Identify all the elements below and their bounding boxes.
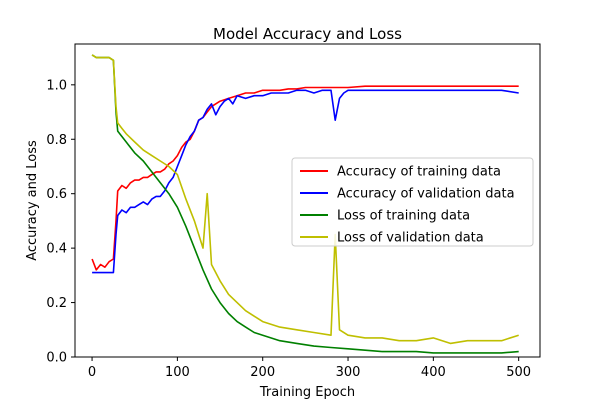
x-axis-label: Training Epoch [259,385,355,400]
series-line-3 [91,54,519,354]
y-tick-label: 0.6 [46,187,67,202]
legend-label-4: Loss of validation data [337,231,484,246]
y-axis-ticks: 0.0 0.2 0.4 0.6 0.8 1.0 [46,78,75,366]
y-axis-label: Accuracy and Loss [25,140,40,261]
y-tick-label: 0.0 [46,351,67,366]
series-line-4 [91,54,519,345]
y-tick-label: 1.0 [46,78,67,93]
y-tick-label: 0.2 [46,296,67,311]
x-tick-label: 100 [165,365,190,380]
legend-box [291,157,534,247]
x-tick-label: 0 [88,365,96,380]
x-axis-ticks: 0 100 200 300 400 500 [88,357,531,380]
x-tick-label: 200 [250,365,275,380]
legend: Accuracy of training data Accuracy of val… [291,157,534,247]
y-tick-label: 0.4 [46,242,67,257]
x-tick-label: 300 [336,365,361,380]
plot-series-group [91,54,519,354]
legend-label-1: Accuracy of training data [337,165,501,180]
legend-label-3: Loss of training data [337,209,470,224]
x-tick-label: 400 [421,365,446,380]
y-tick-label: 0.8 [46,133,67,148]
x-tick-label: 500 [506,365,531,380]
plot-frame [74,43,541,358]
chart-title: Model Accuracy and Loss [213,25,402,43]
legend-label-2: Accuracy of validation data [337,187,515,202]
series-line-2 [92,89,519,274]
